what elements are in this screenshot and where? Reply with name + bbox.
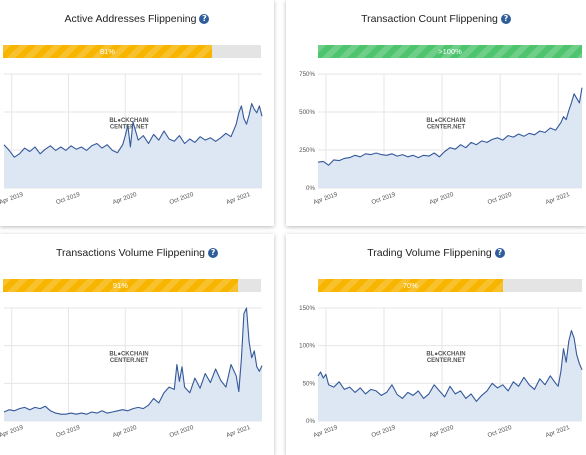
x-tick-label: Apr 2019	[0, 191, 25, 206]
x-tick-label: Oct 2020	[169, 191, 196, 206]
x-tick-label: Apr 2021	[545, 191, 572, 206]
x-tick-label: Apr 2021	[545, 424, 572, 439]
x-tick-label: Oct 2019	[370, 191, 397, 206]
flippening-progress-bar: 70%	[318, 279, 582, 292]
x-tick-label: Apr 2019	[312, 424, 339, 439]
x-tick-label: Oct 2020	[487, 424, 514, 439]
help-icon[interactable]: ?	[500, 14, 511, 24]
series-area	[318, 87, 582, 188]
panel-transaction-count: Transaction Count Flippening? >100% BL●C…	[286, 0, 586, 226]
y-tick-label: 150%	[299, 305, 315, 312]
panel-title: Transactions Volume Flippening	[55, 247, 206, 259]
y-tick-label: 50%	[303, 380, 316, 387]
panel-trading-volume: Trading Volume Flippening? 70% BL●CKCHAI…	[286, 234, 586, 455]
x-tick-label: Apr 2020	[112, 191, 139, 206]
series-area	[4, 308, 262, 421]
panel-title: Transaction Count Flippening	[361, 13, 498, 25]
y-tick-label: 0%	[306, 418, 315, 425]
progress-fill	[318, 279, 503, 292]
flippening-progress-bar: 91%	[3, 279, 261, 292]
progress-fill	[3, 279, 238, 292]
x-tick-label: Apr 2020	[429, 424, 456, 439]
watermark-line-2: CENTER.NET	[110, 358, 149, 364]
panel-active-addresses: Active Addresses Flippening? 81% BL●CKCH…	[0, 0, 274, 226]
watermark-line-2: CENTER.NET	[427, 124, 466, 130]
y-tick-label: 750%	[299, 71, 315, 78]
series-area	[318, 330, 582, 421]
watermark-line-1: BL●CKCHAIN	[426, 351, 465, 357]
help-icon[interactable]: ?	[494, 248, 505, 258]
x-tick-label: Oct 2019	[55, 191, 82, 206]
help-icon[interactable]: ?	[199, 14, 210, 24]
panel-title: Trading Volume Flippening	[367, 247, 492, 259]
series-line	[3, 307, 263, 415]
x-tick-label: Apr 2021	[225, 424, 252, 439]
progress-label: 91%	[112, 281, 128, 290]
watermark-line-2: CENTER.NET	[427, 358, 466, 364]
x-tick-label: Oct 2019	[370, 424, 397, 439]
x-tick-label: Oct 2020	[169, 424, 196, 439]
x-tick-label: Apr 2019	[312, 191, 339, 206]
panel-title: Active Addresses Flippening	[64, 13, 197, 25]
progress-fill	[318, 45, 582, 58]
progress-label: >100%	[438, 47, 462, 56]
flippening-progress-bar: 81%	[3, 45, 261, 58]
progress-fill	[3, 45, 212, 58]
panel-transactions-volume: Transactions Volume Flippening? 91% BL●C…	[0, 234, 274, 455]
y-tick-label: 250%	[299, 147, 315, 154]
x-tick-label: Apr 2019	[0, 424, 25, 439]
watermark-line-2: CENTER.NET	[110, 124, 149, 130]
series-area	[4, 103, 262, 188]
progress-label: 81%	[99, 47, 115, 56]
series-line	[3, 103, 263, 158]
x-tick-label: Oct 2020	[487, 191, 514, 206]
watermark-line-1: BL●CKCHAIN	[109, 351, 148, 357]
y-tick-label: 100%	[299, 343, 315, 350]
y-tick-label: 0%	[306, 185, 315, 192]
y-tick-label: 500%	[299, 109, 315, 116]
watermark-line-1: BL●CKCHAIN	[109, 118, 148, 124]
watermark-line-1: BL●CKCHAIN	[426, 118, 465, 124]
flippening-progress-bar: >100%	[318, 45, 582, 58]
x-tick-label: Oct 2019	[55, 424, 82, 439]
progress-label: 70%	[402, 281, 418, 290]
series-line	[317, 330, 583, 402]
x-tick-label: Apr 2020	[429, 191, 456, 206]
x-tick-label: Apr 2021	[225, 191, 252, 206]
x-tick-label: Apr 2020	[112, 424, 139, 439]
help-icon[interactable]: ?	[208, 248, 219, 258]
series-line	[317, 87, 583, 166]
